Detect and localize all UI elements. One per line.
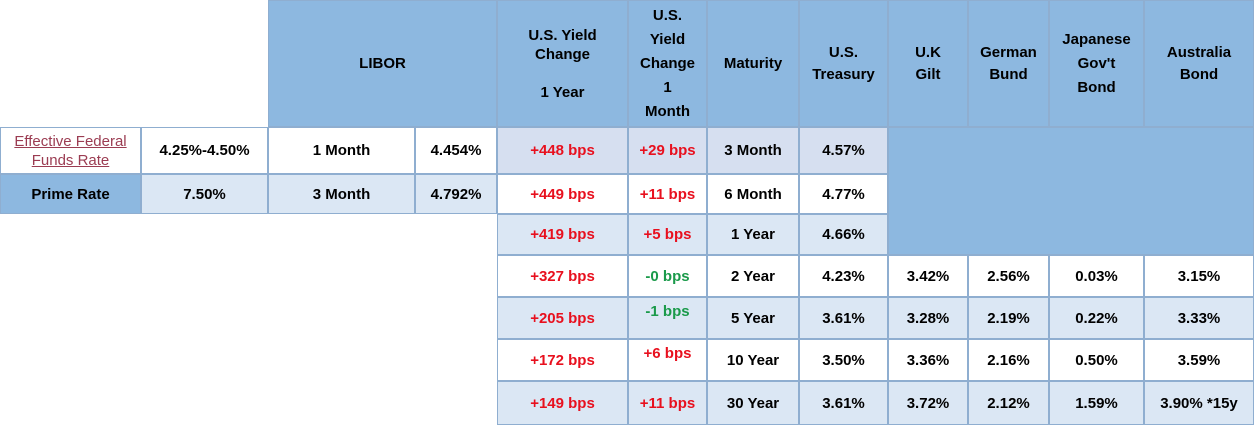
- yield-1m-cell: +6 bps: [628, 339, 707, 381]
- yield-1y-cell: +448 bps: [497, 127, 628, 174]
- yield-1y-cell: +172 bps: [497, 339, 628, 381]
- japanese-bond-cell: 0.50%: [1049, 339, 1144, 381]
- libor-term-1: 1 Month: [268, 127, 415, 174]
- uk-gilt-cell: 3.42%: [888, 255, 968, 297]
- libor-value-1: 4.454%: [415, 127, 497, 174]
- german-bund-cell: 2.12%: [968, 381, 1049, 425]
- us-treasury-cell: 4.77%: [799, 174, 888, 214]
- japanese-bond-cell: 0.22%: [1049, 297, 1144, 339]
- us-yield-change-1-year-header: U.S. Yield Change 1 Year: [497, 0, 628, 127]
- prime-rate-label: Prime Rate: [0, 174, 141, 214]
- yield-1m-cell: +11 bps: [628, 381, 707, 425]
- foreign-bonds-na-block: [888, 127, 1254, 255]
- yield-1m-cell: -0 bps: [628, 255, 707, 297]
- german-bund-header: German Bund: [968, 0, 1049, 127]
- german-bund-cell: 2.19%: [968, 297, 1049, 339]
- us-treasury-cell: 4.23%: [799, 255, 888, 297]
- us-treasury-cell: 4.57%: [799, 127, 888, 174]
- australia-bond-cell: 3.59%: [1144, 339, 1254, 381]
- maturity-cell: 6 Month: [707, 174, 799, 214]
- japanese-govt-bond-header: Japanese Gov't Bond: [1049, 0, 1144, 127]
- yield-1y-cell: +205 bps: [497, 297, 628, 339]
- maturity-cell: 5 Year: [707, 297, 799, 339]
- libor-term-2: 3 Month: [268, 174, 415, 214]
- libor-value-2: 4.792%: [415, 174, 497, 214]
- effective-federal-funds-rate-link[interactable]: Effective Federal Funds Rate: [0, 127, 141, 174]
- uk-gilt-cell: 3.28%: [888, 297, 968, 339]
- yield-1m-cell: -1 bps: [628, 297, 707, 339]
- german-bund-cell: 2.56%: [968, 255, 1049, 297]
- australia-bond-header: Australia Bond: [1144, 0, 1254, 127]
- maturity-cell: 3 Month: [707, 127, 799, 174]
- maturity-cell: 30 Year: [707, 381, 799, 425]
- yield-1m-cell: +11 bps: [628, 174, 707, 214]
- australia-bond-cell: 3.33%: [1144, 297, 1254, 339]
- japanese-bond-cell: 0.03%: [1049, 255, 1144, 297]
- fed-funds-rate-value: 4.25%-4.50%: [141, 127, 268, 174]
- uk-gilt-header: U.K Gilt: [888, 0, 968, 127]
- maturity-cell: 1 Year: [707, 214, 799, 255]
- yield-1y-cell: +419 bps: [497, 214, 628, 255]
- uk-gilt-cell: 3.36%: [888, 339, 968, 381]
- us-treasury-cell: 3.50%: [799, 339, 888, 381]
- yield-1m-cell: +5 bps: [628, 214, 707, 255]
- libor-header: LIBOR: [268, 0, 497, 127]
- german-bund-cell: 2.16%: [968, 339, 1049, 381]
- us-treasury-cell: 3.61%: [799, 297, 888, 339]
- maturity-cell: 10 Year: [707, 339, 799, 381]
- uk-gilt-cell: 3.72%: [888, 381, 968, 425]
- maturity-cell: 2 Year: [707, 255, 799, 297]
- us-treasury-cell: 4.66%: [799, 214, 888, 255]
- yield-1y-cell: +149 bps: [497, 381, 628, 425]
- maturity-header: Maturity: [707, 0, 799, 127]
- us-yield-change-1-month-header: U.S. Yield Change 1 Month: [628, 0, 707, 127]
- us-treasury-cell: 3.61%: [799, 381, 888, 425]
- yield-1m-cell: +29 bps: [628, 127, 707, 174]
- australia-bond-cell: 3.90% *15y: [1144, 381, 1254, 425]
- japanese-bond-cell: 1.59%: [1049, 381, 1144, 425]
- us-treasury-header: U.S. Treasury: [799, 0, 888, 127]
- australia-bond-cell: 3.15%: [1144, 255, 1254, 297]
- yield-1y-cell: +449 bps: [497, 174, 628, 214]
- prime-rate-value: 7.50%: [141, 174, 268, 214]
- yield-1y-cell: +327 bps: [497, 255, 628, 297]
